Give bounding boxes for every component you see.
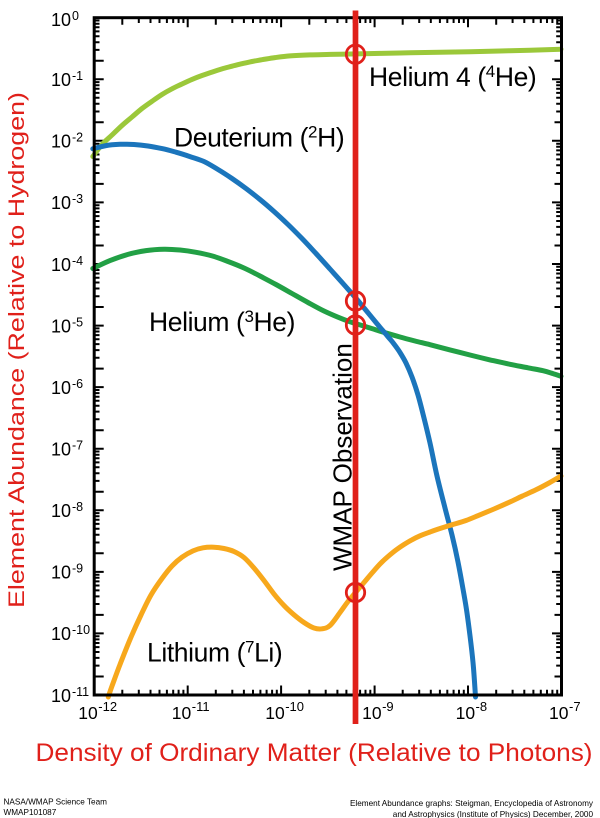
svg-text:-5: -5: [72, 315, 83, 329]
svg-text:-11: -11: [192, 699, 210, 714]
svg-text:10: 10: [51, 501, 71, 521]
svg-text:-8: -8: [476, 699, 488, 714]
svg-text:-8: -8: [72, 500, 83, 514]
svg-text:10: 10: [51, 70, 71, 90]
svg-text:10: 10: [51, 255, 71, 275]
svg-text:-7: -7: [569, 699, 581, 714]
svg-text:Density of Ordinary Matter (Re: Density of Ordinary Matter (Relative to …: [36, 739, 593, 767]
svg-text:10: 10: [51, 10, 71, 30]
svg-text:and Astrophysics (Institute of: and Astrophysics (Institute of Physics) …: [393, 810, 594, 818]
svg-text:10: 10: [549, 703, 569, 723]
svg-text:Helium (3He): Helium (3He): [149, 307, 295, 337]
svg-text:10: 10: [51, 440, 71, 460]
svg-text:-3: -3: [72, 192, 83, 206]
svg-text:-6: -6: [72, 377, 83, 391]
svg-text:Element Abundance graphs: Stei: Element Abundance graphs: Steigman, Ency…: [350, 799, 594, 808]
svg-text:-9: -9: [72, 562, 83, 576]
svg-text:Element Abundance (Relative to: Element Abundance (Relative to Hydrogen): [4, 92, 29, 608]
svg-text:10: 10: [172, 703, 192, 723]
svg-text:10: 10: [51, 378, 71, 398]
svg-text:-11: -11: [72, 685, 89, 699]
svg-text:10: 10: [51, 132, 71, 152]
svg-text:0: 0: [72, 9, 79, 23]
svg-text:-7: -7: [72, 439, 83, 453]
svg-text:10: 10: [51, 563, 71, 583]
svg-text:10: 10: [265, 703, 285, 723]
svg-text:10: 10: [51, 193, 71, 213]
svg-text:10: 10: [362, 703, 382, 723]
svg-text:-10: -10: [72, 623, 90, 637]
svg-text:10: 10: [78, 703, 98, 723]
svg-text:-2: -2: [72, 131, 83, 145]
svg-text:-10: -10: [285, 699, 304, 714]
svg-text:10: 10: [51, 686, 71, 706]
svg-text:-4: -4: [72, 254, 83, 268]
svg-text:10: 10: [456, 703, 476, 723]
svg-text:Lithium (7Li): Lithium (7Li): [147, 638, 282, 668]
svg-text:-9: -9: [382, 699, 394, 714]
svg-text:Helium 4 (4He): Helium 4 (4He): [369, 62, 536, 92]
svg-text:-1: -1: [72, 69, 83, 83]
svg-text:NASA/WMAP Science Team: NASA/WMAP Science Team: [4, 798, 108, 807]
svg-text:WMAP Observation: WMAP Observation: [328, 343, 358, 571]
svg-text:Deuterium (2H): Deuterium (2H): [174, 123, 344, 153]
svg-text:10: 10: [51, 624, 71, 644]
svg-text:-12: -12: [98, 699, 117, 714]
svg-text:10: 10: [51, 316, 71, 336]
svg-text:WMAP101087: WMAP101087: [4, 808, 57, 817]
